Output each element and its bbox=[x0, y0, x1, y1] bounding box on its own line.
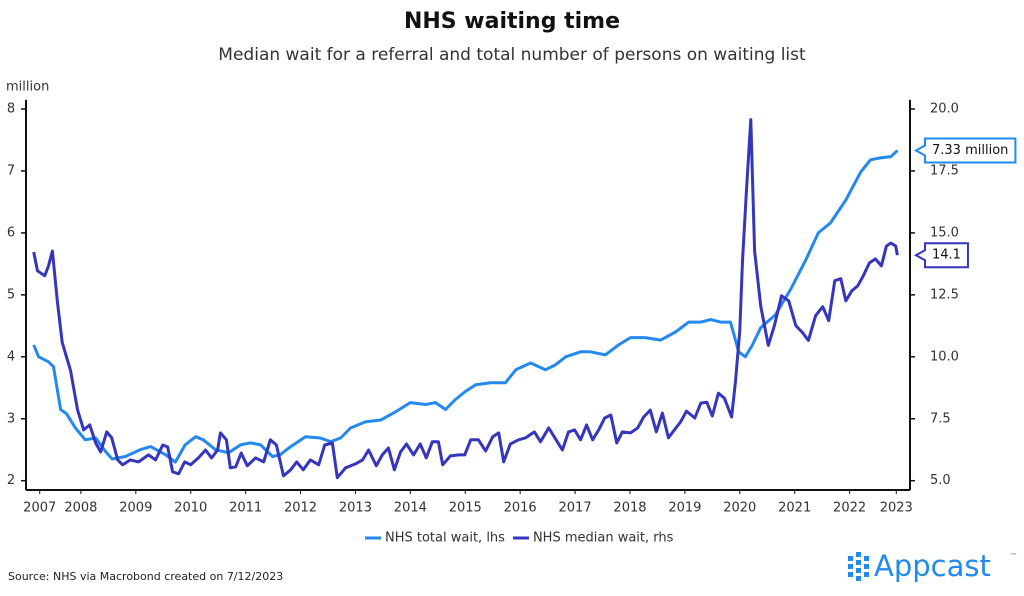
x-tick-label: 2020 bbox=[723, 501, 756, 516]
legend-label: NHS median wait, rhs bbox=[533, 531, 674, 546]
source: Source: NHS via Macrobond created on 7/1… bbox=[8, 570, 283, 583]
y2-tick-label: 15.0 bbox=[930, 225, 959, 240]
series-line bbox=[32, 118, 899, 480]
y2-tick-label: 17.5 bbox=[930, 163, 959, 178]
x-tick-label: 2013 bbox=[339, 501, 372, 516]
logo-trademark: ™ bbox=[1010, 552, 1017, 560]
x-tick-label: 2016 bbox=[504, 501, 537, 516]
y-tick-label: 5 bbox=[7, 287, 15, 302]
x-tick-label: 2021 bbox=[778, 501, 811, 516]
y-tick-label: 2 bbox=[7, 473, 15, 488]
x-tick-label: 2023 bbox=[880, 501, 913, 516]
legend-label: NHS total wait, lhs bbox=[385, 531, 505, 546]
y-tick-label: 8 bbox=[7, 101, 15, 116]
x-tick-label: 2018 bbox=[613, 501, 646, 516]
callout-box bbox=[913, 242, 969, 269]
y-tick-label: 3 bbox=[7, 411, 15, 426]
series-line bbox=[32, 149, 899, 464]
callout-label: 14.1 bbox=[932, 248, 961, 263]
y-tick-label: 4 bbox=[7, 349, 15, 364]
chart-subtitle: Median wait for a referral and total num… bbox=[218, 45, 806, 65]
x-tick-label: 2010 bbox=[174, 501, 207, 516]
x-tick-label: 2007 bbox=[23, 501, 56, 516]
x-tick-label: 2019 bbox=[668, 501, 701, 516]
x-tick-label: 2009 bbox=[119, 501, 152, 516]
y2-tick-label: 20.0 bbox=[930, 101, 959, 116]
x-tick-label: 2008 bbox=[64, 501, 97, 516]
y-axis-label: million bbox=[6, 80, 49, 95]
y2-tick-label: 10.0 bbox=[930, 349, 959, 364]
y2-tick-label: 5.0 bbox=[930, 473, 951, 488]
y2-tick-label: 12.5 bbox=[930, 287, 959, 302]
x-tick-label: 2015 bbox=[449, 501, 482, 516]
x-tick-label: 2022 bbox=[833, 501, 866, 516]
y2-tick-label: 7.5 bbox=[930, 411, 951, 426]
y-tick-label: 6 bbox=[7, 225, 15, 240]
x-tick-label: 2011 bbox=[229, 501, 262, 516]
chart-title: NHS waiting time bbox=[404, 9, 620, 34]
x-tick-label: 2014 bbox=[394, 501, 427, 516]
y-tick-label: 7 bbox=[7, 163, 15, 178]
callout-label: 7.33 million bbox=[932, 143, 1008, 158]
logo-icon bbox=[848, 552, 869, 581]
logo-text: Appcast bbox=[874, 549, 991, 583]
callout-box bbox=[913, 137, 1017, 164]
x-tick-label: 2012 bbox=[284, 501, 317, 516]
x-tick-label: 2017 bbox=[559, 501, 592, 516]
